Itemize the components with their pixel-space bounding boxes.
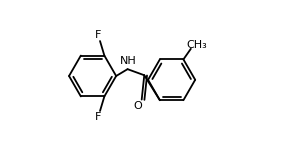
Text: F: F xyxy=(95,30,101,40)
Text: CH₃: CH₃ xyxy=(187,40,207,50)
Text: O: O xyxy=(133,101,142,111)
Text: F: F xyxy=(95,112,101,122)
Text: NH: NH xyxy=(120,56,137,66)
